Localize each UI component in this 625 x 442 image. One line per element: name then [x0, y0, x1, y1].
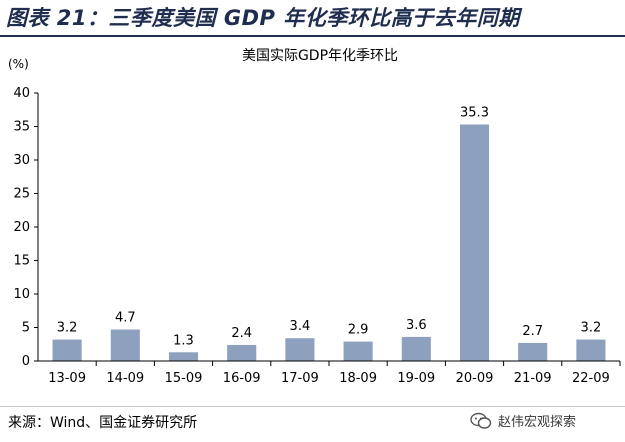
- bar: [518, 342, 548, 361]
- bar: [576, 339, 606, 361]
- data-label: 2.7: [522, 324, 543, 339]
- x-tick-label: 13-09: [48, 371, 86, 386]
- title-divider: [0, 35, 625, 37]
- bar: [52, 339, 82, 361]
- y-axis: 0 5 10 15 20 25 30 35 40: [13, 86, 39, 369]
- data-label: 3.6: [406, 318, 427, 333]
- data-label: 35.3: [460, 105, 489, 120]
- bar: [227, 344, 257, 361]
- y-tick-label: 25: [13, 187, 30, 202]
- data-label: 3.2: [57, 321, 78, 336]
- x-tick-label: 19-09: [397, 371, 435, 386]
- source-note: 来源：Wind、国金证券研究所: [8, 415, 198, 431]
- data-label: 4.7: [115, 311, 136, 326]
- x-tick-label: 22-09: [572, 371, 610, 386]
- bar: [459, 124, 490, 362]
- y-axis-unit: (%): [8, 57, 29, 71]
- bar: [110, 329, 140, 361]
- x-tick-label: 14-09: [106, 371, 144, 386]
- data-label: 2.4: [231, 326, 252, 341]
- y-tick-label: 20: [13, 220, 30, 235]
- y-tick-label: 35: [13, 120, 30, 135]
- data-label: 2.9: [348, 323, 369, 338]
- watermark-text: 赵伟宏观探索: [498, 415, 577, 430]
- figure-title: 图表 21：三季度美国 GDP 年化季环比高于去年同期: [6, 6, 520, 30]
- y-tick-label: 0: [22, 354, 30, 369]
- source-divider: [0, 406, 625, 407]
- x-tick-label: 20-09: [456, 371, 494, 386]
- bar: [285, 338, 315, 361]
- y-tick-label: 5: [22, 321, 30, 336]
- y-tick-label: 15: [13, 254, 30, 269]
- watermark: 赵伟宏观探索: [470, 411, 576, 430]
- x-tick-label: 17-09: [281, 371, 319, 386]
- data-label: 3.4: [290, 319, 311, 334]
- data-label: 3.2: [581, 321, 602, 336]
- chart-title: 美国实际GDP年化季环比: [242, 48, 398, 64]
- x-tick-label: 21-09: [514, 371, 552, 386]
- x-axis: 13-09 14-09 15-09 16-09 17-09 18-09 19-09 20-09…: [38, 360, 621, 386]
- data-label: 1.3: [173, 333, 194, 348]
- wechat-icon: [470, 412, 492, 429]
- x-tick-label: 15-09: [165, 371, 203, 386]
- y-tick-label: 10: [13, 287, 30, 302]
- y-tick-label: 30: [13, 153, 30, 168]
- bar: [401, 336, 431, 361]
- x-tick-label: 18-09: [339, 371, 377, 386]
- x-tick-label: 16-09: [223, 371, 261, 386]
- bar: [168, 352, 199, 361]
- bars-group: 3.2 4.7 1.3 2.4 3.4 2.9 3.6 35.3 2.7 3.2: [52, 105, 606, 362]
- bar-chart: 美国实际GDP年化季环比 (%) 0 5 10 15 20 25 30 35 40 3.2 4.7…: [8, 48, 621, 386]
- bar: [343, 341, 373, 361]
- y-tick-label: 40: [13, 86, 30, 101]
